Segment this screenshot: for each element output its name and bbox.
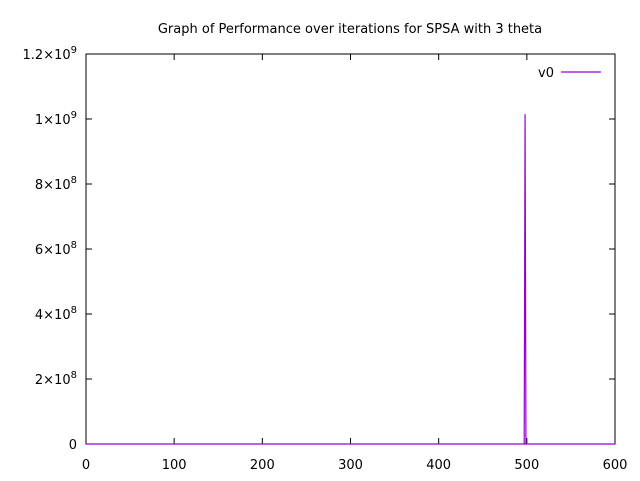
y-tick-label: 4×108 — [35, 305, 77, 323]
y-tick-label: 1.2×109 — [23, 45, 77, 63]
y-tick-label: 1×109 — [35, 110, 77, 128]
x-tick-label: 400 — [426, 458, 451, 473]
y-axis-ticks: 0 2×108 4×108 6×108 8×108 1×109 1.2×109 — [23, 45, 615, 453]
x-tick-label: 600 — [603, 458, 628, 473]
y-tick-label: 8×108 — [35, 175, 77, 193]
x-tick-label: 0 — [82, 458, 90, 473]
y-tick-label: 0 — [69, 438, 77, 453]
series-layer — [86, 114, 615, 445]
x-tick-label: 200 — [250, 458, 275, 473]
y-tick-label: 6×108 — [35, 240, 77, 258]
x-tick-label: 300 — [338, 458, 363, 473]
x-axis-ticks: 0 100 200 300 400 500 600 — [82, 54, 628, 473]
y-tick-label: 2×108 — [35, 370, 77, 388]
series-line-v0 — [86, 114, 615, 445]
legend: v0 — [538, 66, 601, 81]
x-tick-label: 100 — [162, 458, 187, 473]
chart-title: Graph of Performance over iterations for… — [158, 22, 542, 37]
legend-label: v0 — [538, 66, 554, 81]
x-tick-label: 500 — [514, 458, 539, 473]
plot-frame — [85, 53, 616, 445]
